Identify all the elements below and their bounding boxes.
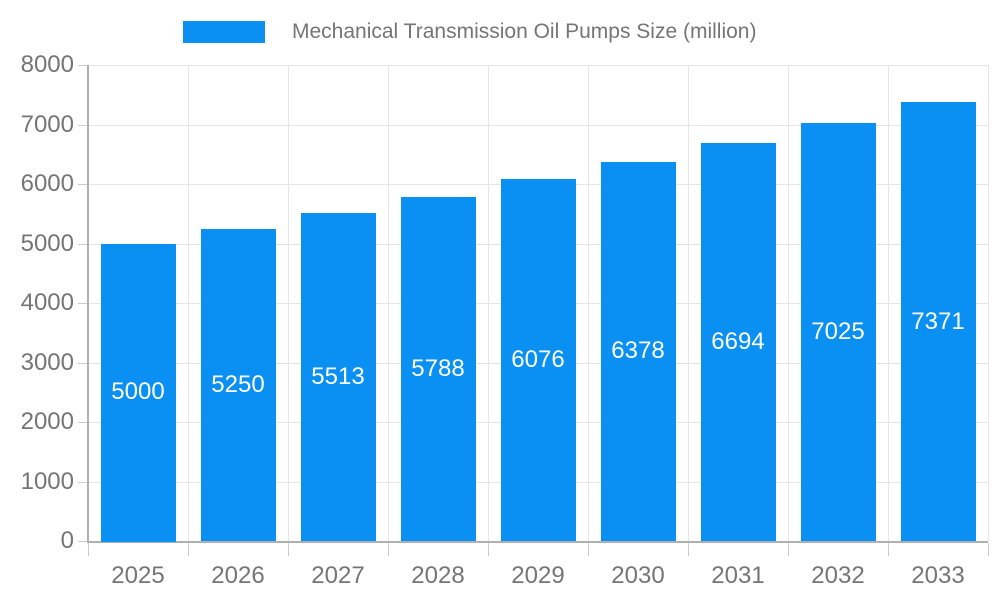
bar-value-label: 6076 <box>511 346 565 373</box>
x-tick-label: 2032 <box>811 562 865 589</box>
legend-swatch <box>183 21 265 43</box>
x-axis-line <box>87 541 988 543</box>
x-tick-mark <box>888 543 889 556</box>
bar <box>101 244 176 542</box>
y-tick-mark <box>78 184 88 185</box>
x-tick-label: 2033 <box>911 562 965 589</box>
gridline-h <box>88 125 988 126</box>
y-tick-mark <box>78 541 88 542</box>
x-tick-mark <box>288 543 289 556</box>
bar <box>901 102 976 541</box>
bar-value-label: 5250 <box>211 371 265 398</box>
bar <box>401 197 476 541</box>
y-tick-label: 5000 <box>20 230 74 257</box>
y-tick-label: 8000 <box>20 51 74 78</box>
x-tick-label: 2029 <box>511 562 565 589</box>
gridline-v <box>888 65 889 541</box>
y-tick-mark <box>78 65 88 66</box>
y-tick-label: 4000 <box>20 289 74 316</box>
x-tick-mark <box>188 543 189 556</box>
x-tick-mark <box>688 543 689 556</box>
gridline-v <box>388 65 389 541</box>
gridline-v <box>588 65 589 541</box>
y-tick-label: 3000 <box>20 349 74 376</box>
bar <box>601 162 676 541</box>
y-tick-mark <box>78 125 88 126</box>
x-tick-mark <box>488 543 489 556</box>
x-tick-label: 2031 <box>711 562 765 589</box>
bar <box>801 123 876 541</box>
x-tick-mark <box>588 543 589 556</box>
gridline-v <box>788 65 789 541</box>
x-tick-label: 2028 <box>411 562 465 589</box>
y-tick-label: 7000 <box>20 111 74 138</box>
y-tick-label: 1000 <box>20 468 74 495</box>
y-tick-label: 0 <box>60 527 74 554</box>
y-tick-mark <box>78 303 88 304</box>
gridline-v <box>688 65 689 541</box>
bar <box>501 179 576 541</box>
bar-value-label: 6378 <box>611 337 665 364</box>
chart-legend[interactable]: Mechanical Transmission Oil Pumps Size (… <box>183 20 756 44</box>
bar-value-label: 5513 <box>311 363 365 390</box>
x-tick-label: 2030 <box>611 562 665 589</box>
bar-value-label: 7025 <box>811 318 865 345</box>
y-tick-label: 2000 <box>20 408 74 435</box>
y-tick-mark <box>78 482 88 483</box>
x-tick-label: 2027 <box>311 562 365 589</box>
bar <box>701 143 776 541</box>
y-tick-label: 6000 <box>20 170 74 197</box>
y-axis-line <box>87 65 89 543</box>
x-tick-mark <box>88 543 89 556</box>
gridline-v <box>288 65 289 541</box>
y-tick-mark <box>78 244 88 245</box>
gridline-v <box>188 65 189 541</box>
gridline-v <box>488 65 489 541</box>
x-tick-label: 2026 <box>211 562 265 589</box>
bar-value-label: 5788 <box>411 355 465 382</box>
x-tick-label: 2025 <box>111 562 165 589</box>
x-tick-mark <box>788 543 789 556</box>
bar-value-label: 5000 <box>111 378 165 405</box>
bar <box>201 229 276 541</box>
gridline-v <box>988 65 989 541</box>
y-tick-mark <box>78 363 88 364</box>
bar-value-label: 7371 <box>911 308 965 335</box>
bar-value-label: 6694 <box>711 328 765 355</box>
legend-label: Mechanical Transmission Oil Pumps Size (… <box>292 20 757 43</box>
gridline-h <box>88 65 988 66</box>
x-tick-mark <box>988 543 989 556</box>
y-tick-mark <box>78 422 88 423</box>
x-tick-mark <box>388 543 389 556</box>
bar <box>301 213 376 541</box>
